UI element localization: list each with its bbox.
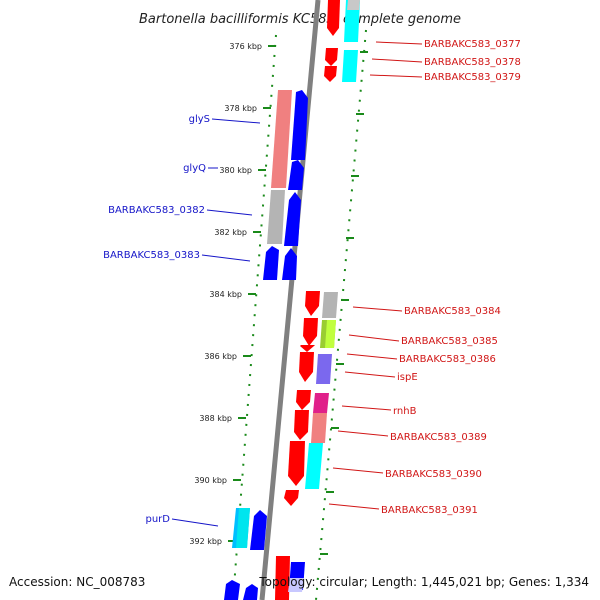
leader-0389 xyxy=(337,430,389,437)
gene-label-0379[interactable]: BARBAKC583_0379 xyxy=(424,72,521,83)
cog-bar-rnhB xyxy=(313,393,329,413)
gene-label-0382[interactable]: BARBAKC583_0382 xyxy=(108,205,205,216)
accession-text: Accession: NC_008783 xyxy=(9,575,145,589)
cog-bar-0385-b xyxy=(325,320,336,348)
gene-arrow-bottom-a[interactable] xyxy=(224,580,240,600)
cog-bar-glyS xyxy=(271,90,292,188)
forward-strand-genes xyxy=(275,0,340,600)
leader-0384 xyxy=(352,306,403,312)
gene-arrow-0385[interactable] xyxy=(303,318,318,346)
tick-label-376: 376 kbp xyxy=(229,42,262,51)
gene-label-glyQ[interactable]: glyQ xyxy=(183,163,206,174)
gene-label-0377[interactable]: BARBAKC583_0377 xyxy=(424,39,521,50)
gene-arrow-bottom[interactable] xyxy=(275,556,290,600)
cog-bar-purD-b xyxy=(236,508,250,548)
right-gene-labels: BARBAKC583_0377 BARBAKC583_0378 BARBAKC5… xyxy=(328,39,521,516)
leader-rnhB xyxy=(341,405,392,411)
cog-bars-reverse xyxy=(232,90,292,548)
gene-arrow-glyS[interactable] xyxy=(291,90,308,160)
gene-label-0383[interactable]: BARBAKC583_0383 xyxy=(103,250,200,261)
cog-bar-ispE xyxy=(316,354,332,384)
tick-label-390: 390 kbp xyxy=(194,476,227,485)
leader-0383 xyxy=(201,254,251,262)
gene-label-purD[interactable]: purD xyxy=(146,514,171,525)
gene-arrow-0386[interactable] xyxy=(299,352,314,382)
leader-0385 xyxy=(348,334,400,342)
cog-bar-0379 xyxy=(342,50,358,82)
tick-label-380: 380 kbp xyxy=(219,166,252,175)
leader-0390 xyxy=(332,467,384,474)
tick-marks xyxy=(228,45,368,555)
cog-bar-0384 xyxy=(322,292,338,318)
leader-0378 xyxy=(371,58,423,63)
cog-bar-0382 xyxy=(267,190,285,244)
gene-arrow-0391[interactable] xyxy=(284,490,299,506)
leader-purD xyxy=(171,518,219,527)
genome-title: Bartonella bacilliformis KC583, complete… xyxy=(139,12,461,27)
gene-arrow-0389[interactable] xyxy=(294,410,309,440)
leader-0391 xyxy=(328,503,380,510)
gene-arrow-0379[interactable] xyxy=(324,66,337,82)
gene-arrow-0383-b[interactable] xyxy=(263,246,279,280)
gene-arrow-0390[interactable] xyxy=(288,441,305,486)
gene-label-0384[interactable]: BARBAKC583_0384 xyxy=(404,306,501,317)
gene-label-0390[interactable]: BARBAKC583_0390 xyxy=(385,469,482,480)
cog-bar-0389 xyxy=(311,413,327,443)
tick-label-384: 384 kbp xyxy=(209,290,242,299)
leader-0382 xyxy=(206,209,253,216)
gene-arrow-0384[interactable] xyxy=(305,291,320,316)
cog-bar-0390 xyxy=(305,443,323,489)
genome-backbone xyxy=(259,0,321,600)
gene-label-0391[interactable]: BARBAKC583_0391 xyxy=(381,505,478,516)
gene-arrow-0378[interactable] xyxy=(325,48,338,66)
left-gene-labels: glyS glyQ BARBAKC583_0382 BARBAKC583_038… xyxy=(103,114,261,527)
tick-label-386: 386 kbp xyxy=(204,352,237,361)
gene-label-rnhB[interactable]: rnhB xyxy=(393,406,417,417)
leader-0386 xyxy=(346,353,398,360)
cog-bar-bottom-lilac xyxy=(288,578,304,592)
kbp-labels: 376 kbp 378 kbp 380 kbp 382 kbp 384 kbp … xyxy=(189,42,262,546)
cog-bars-forward xyxy=(288,0,360,592)
gene-label-0378[interactable]: BARBAKC583_0378 xyxy=(424,57,521,68)
gene-arrow-glyQ[interactable] xyxy=(288,160,304,190)
leader-0377 xyxy=(375,41,423,45)
cog-bar-0377 xyxy=(344,0,360,42)
tick-label-388: 388 kbp xyxy=(199,414,232,423)
leader-0379 xyxy=(369,74,423,78)
reverse-strand-genes xyxy=(224,90,308,600)
gene-label-0385[interactable]: BARBAKC583_0385 xyxy=(401,336,498,347)
gene-arrow-0377[interactable] xyxy=(327,0,340,36)
gene-arrow-0386-start[interactable] xyxy=(300,345,315,352)
gene-arrow-rnhB[interactable] xyxy=(296,390,311,410)
gene-label-glyS[interactable]: glyS xyxy=(189,114,210,125)
gene-label-0386[interactable]: BARBAKC583_0386 xyxy=(399,354,496,365)
tick-label-378: 378 kbp xyxy=(224,104,257,113)
tick-label-392: 392 kbp xyxy=(189,537,222,546)
gene-arrow-0382[interactable] xyxy=(284,192,301,246)
cog-bar-0377-top xyxy=(347,0,360,10)
leader-ispE xyxy=(344,371,396,378)
gene-arrow-bottom-b[interactable] xyxy=(243,584,258,600)
gene-label-ispE[interactable]: ispE xyxy=(397,372,418,383)
topology-text: Topology: circular; Length: 1,445,021 bp… xyxy=(258,575,589,589)
gene-arrow-purD[interactable] xyxy=(250,510,267,550)
tick-label-382: 382 kbp xyxy=(214,228,247,237)
gene-arrow-0383-a[interactable] xyxy=(282,248,297,280)
gene-label-0389[interactable]: BARBAKC583_0389 xyxy=(390,432,487,443)
leader-glyS xyxy=(211,118,261,124)
